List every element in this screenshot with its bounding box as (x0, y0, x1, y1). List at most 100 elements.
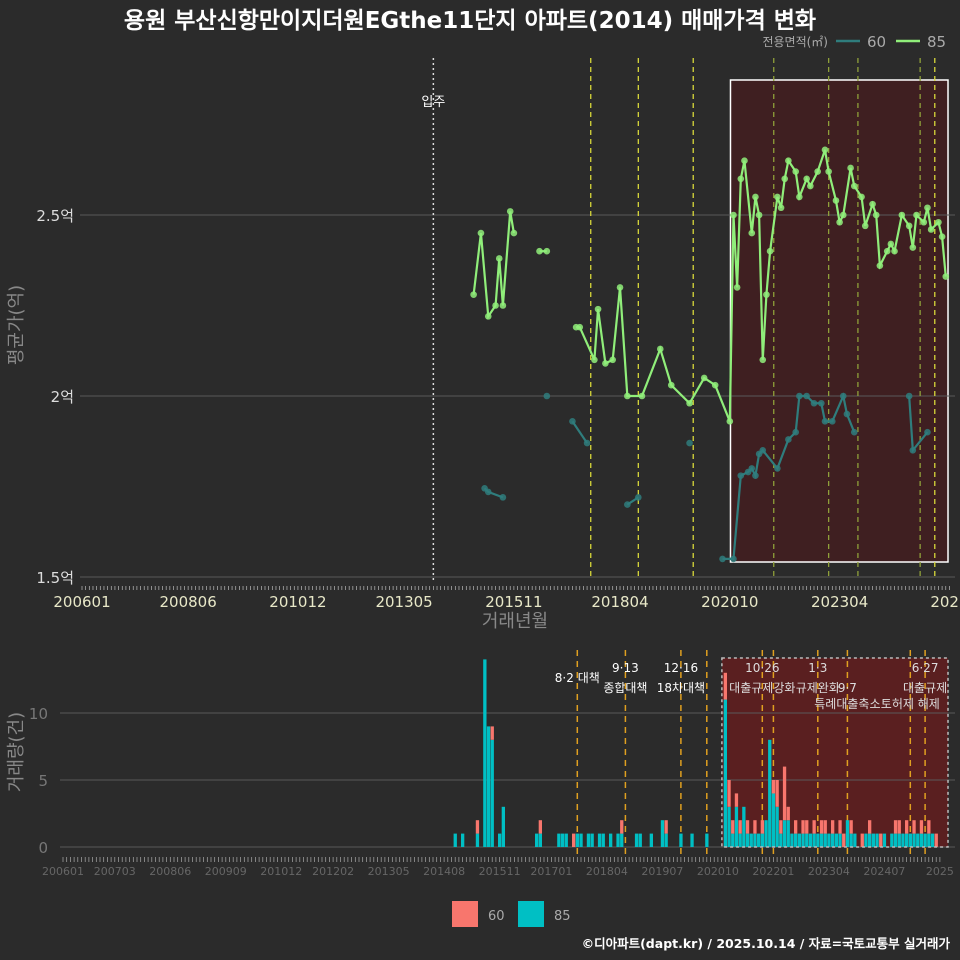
data-point-85 (506, 208, 514, 215)
policy-annotation: 10·26 (745, 661, 779, 675)
y-axis-label: 평균가(억) (6, 285, 27, 365)
bar-60 (812, 820, 816, 834)
x-tick-label: 200909 (205, 865, 247, 878)
bar-85 (786, 820, 790, 847)
bar-60 (838, 820, 842, 834)
bar-60 (819, 820, 824, 834)
data-point-85 (495, 255, 503, 262)
policy-annotation: 9·7 (838, 681, 857, 695)
x-tick-label: 201305 (368, 865, 410, 878)
bar-85 (586, 833, 591, 847)
data-point-60 (821, 418, 829, 425)
bar-85 (905, 833, 909, 847)
data-point-60 (730, 555, 737, 563)
bar-60 (760, 820, 764, 834)
data-point-85 (656, 345, 664, 353)
highlight-border (721, 657, 949, 848)
data-point-85 (807, 182, 814, 190)
policy-annotation: 12·16 (664, 661, 698, 675)
bar-85 (827, 833, 831, 847)
bar-60 (823, 820, 827, 834)
bar-85 (660, 820, 665, 847)
x-tick-label: 200806 (160, 593, 217, 611)
data-point-85 (543, 247, 551, 255)
policy-annotation: 6·27 (912, 661, 939, 675)
x-tick-label: 2025 (930, 593, 960, 611)
data-point-85 (920, 218, 928, 226)
bar-60 (842, 833, 846, 847)
data-point-85 (796, 193, 803, 201)
bar-85 (797, 833, 801, 847)
bar-85 (849, 833, 853, 847)
bar-60 (775, 780, 779, 807)
bar-60 (664, 820, 668, 834)
x-tick-label: 201408 (423, 865, 465, 878)
data-point-85 (741, 157, 748, 164)
data-point-85 (759, 356, 767, 364)
policy-annotation: 9·13 (612, 661, 639, 675)
bar-85 (734, 806, 739, 847)
x-tick-label: 202407 (863, 865, 905, 878)
data-point-85 (609, 356, 616, 364)
bar-60 (572, 833, 576, 847)
bar-85 (601, 833, 605, 847)
data-point-85 (686, 399, 693, 407)
bar-85 (882, 833, 887, 847)
data-point-60 (850, 428, 858, 436)
data-point-85 (624, 392, 631, 400)
y-tick-label: 5 (38, 772, 48, 790)
bar-85 (690, 833, 694, 847)
bar-85 (753, 833, 757, 847)
bar-85 (890, 833, 894, 847)
policy-annotation: 8·2 대책 (555, 670, 600, 685)
policy-annotation: 토허제 해제 (881, 697, 940, 711)
bar-60 (831, 820, 835, 834)
data-point-60 (752, 472, 759, 479)
bar-85 (590, 833, 594, 847)
legend-label: 85 (927, 33, 946, 51)
x-tick-label: 201202 (312, 865, 354, 878)
bar-85 (838, 833, 842, 847)
bar-60 (786, 806, 790, 821)
x-tick-label: 201804 (591, 593, 648, 611)
data-point-85 (733, 284, 741, 291)
data-point-85 (576, 323, 584, 331)
bar-60 (912, 820, 916, 834)
bar-85 (775, 806, 779, 847)
y-tick-label: 0 (38, 839, 48, 857)
bar-60 (753, 820, 757, 834)
bar-85 (790, 833, 794, 847)
data-point-85 (924, 204, 931, 212)
policy-annotation: 18차대책 (657, 680, 705, 695)
bar-85 (901, 833, 905, 847)
data-point-85 (470, 291, 477, 298)
data-point-85 (777, 204, 785, 212)
bar-85 (727, 806, 731, 847)
bar-85 (738, 833, 742, 847)
data-point-60 (839, 392, 847, 400)
x-tick-label: 200601 (53, 593, 110, 611)
data-point-85 (492, 302, 499, 309)
bar-60 (475, 820, 480, 834)
x-tick-label: 202304 (811, 593, 868, 611)
bar-85 (749, 833, 753, 847)
bar-85 (864, 833, 868, 847)
data-point-60 (624, 501, 631, 508)
bar-85 (893, 833, 898, 847)
move-in-label: 입주 (421, 95, 445, 110)
bar-85 (557, 833, 561, 847)
data-point-60 (543, 392, 551, 400)
data-point-60 (909, 447, 917, 454)
data-point-85 (814, 168, 821, 175)
bar-85 (760, 833, 764, 847)
x-tick-label: 201012 (260, 865, 302, 878)
x-tick-label: 201012 (269, 593, 326, 611)
bar-85 (705, 833, 709, 847)
bar-85 (919, 833, 924, 847)
bar-85 (794, 833, 798, 847)
bar-85 (486, 726, 491, 847)
bar-85 (853, 833, 857, 847)
bar-85 (453, 833, 457, 847)
data-point-85 (484, 313, 492, 320)
